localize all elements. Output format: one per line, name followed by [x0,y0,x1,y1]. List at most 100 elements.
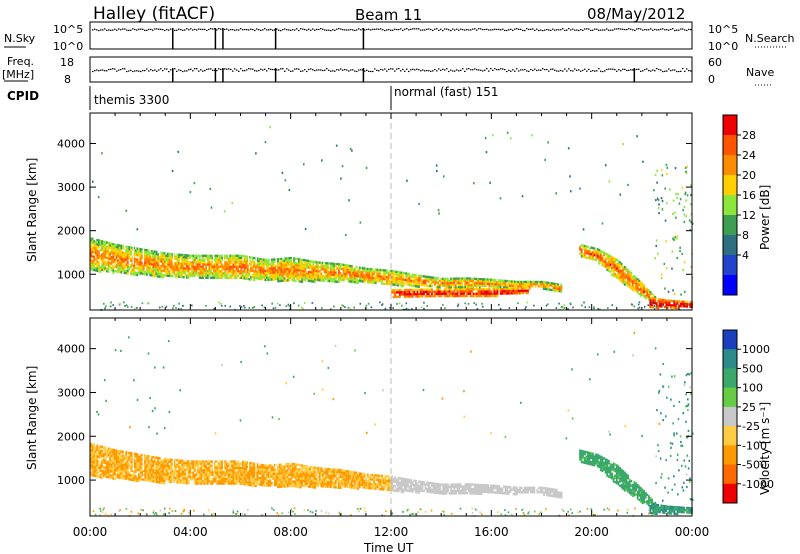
echo-cell [427,284,430,288]
echo-cell [458,286,460,289]
echo-cell [112,448,115,452]
echo-cell [112,468,115,471]
echo-cell [162,466,164,469]
echo-cell [339,276,342,279]
echo-cell [407,295,409,298]
echo-cell [341,267,344,271]
echo-cell [654,302,657,305]
echo-cell [227,471,230,474]
echo-cell [102,260,105,263]
freq-point [590,70,592,72]
echo-cell [394,291,397,294]
echo-cell [483,282,486,286]
echo-cell [99,270,102,273]
echo-cell [93,244,96,248]
echo-cell [475,294,478,298]
echo-cell [678,304,681,308]
echo-cell [96,453,99,456]
echo-cell [534,285,537,288]
echo-cell [117,476,120,479]
echo-cell [261,273,264,277]
echo-cell [186,462,188,465]
echo-cell [106,267,108,271]
nsky-point [472,28,474,30]
echo-cell [617,277,620,280]
echo-cell [438,279,441,283]
echo-cell [306,261,308,265]
echo-cell [102,258,105,261]
echo-cell [96,457,99,461]
echo-cell [617,259,620,263]
echo-cell [186,481,188,485]
echo-cell [146,472,148,475]
echo-cell [407,293,409,296]
echo-cell [190,466,193,470]
echo-cell [259,264,262,267]
echo-cell [222,482,225,485]
nsky-point [210,28,212,30]
echo-cell [248,269,251,272]
echo-cell [155,476,158,479]
echo-cell [149,461,152,465]
echo-cell [620,271,623,275]
nsky-point [462,29,464,31]
echo-cell [178,275,180,278]
echo-cell [216,254,219,258]
echo-cell [514,287,517,291]
echo-cell [237,469,240,472]
echo-cell [382,277,385,281]
sparse-echo [653,189,655,192]
echo-cell [674,306,677,310]
nsky-point [280,29,282,32]
echo-cell [93,456,96,460]
nsky-point [158,28,160,30]
echo-cell [689,305,692,308]
echo-cell [133,476,136,480]
echo-cell [133,474,136,477]
echo-cell [139,453,142,457]
echo-cell [593,258,596,261]
echo-cell [547,283,550,287]
echo-cell [226,272,228,275]
echo-cell [461,290,464,293]
echo-cell [657,300,660,303]
echo-cell [91,239,94,243]
echo-cell [125,249,128,253]
echo-cell [272,271,275,275]
echo-cell [120,260,123,263]
sparse-echo [91,180,94,183]
echo-cell [192,475,195,479]
nsky-point [272,29,274,31]
echo-cell [288,259,291,262]
echo-cell [200,477,203,481]
echo-cell [478,282,481,285]
echo-cell [416,295,419,298]
echo-cell [168,259,171,262]
nsky-point [154,28,156,30]
freq-point [122,68,124,70]
echo-cell [139,252,142,255]
echo-cell [178,253,180,256]
echo-cell [94,466,97,469]
echo-cell [598,253,601,256]
echo-cell [267,258,270,262]
echo-cell [174,257,177,261]
freq-point [146,68,148,70]
echo-cell [622,275,625,278]
freq-point [184,70,186,72]
echo-cell [456,279,459,283]
sparse-echo [667,290,670,293]
echo-cell [96,468,99,472]
echo-cell [627,282,630,285]
echo-cell [288,279,291,282]
echo-cell [126,475,129,479]
echo-cell [123,470,126,474]
echo-cell [384,273,387,277]
echo-cell [528,285,531,288]
echo-cell [429,278,432,281]
echo-cell [117,467,120,470]
echo-cell [320,265,323,269]
echo-cell [154,462,156,466]
echo-cell [141,265,144,269]
echo-cell [647,298,650,301]
